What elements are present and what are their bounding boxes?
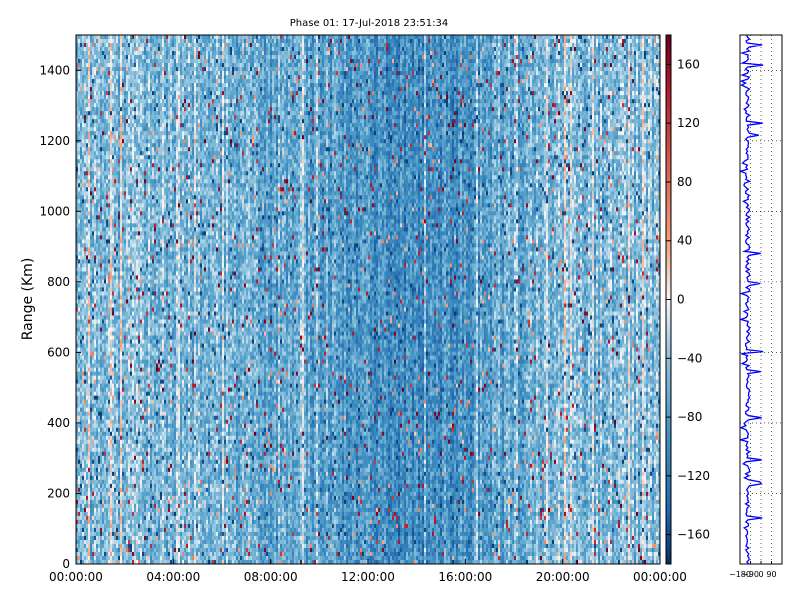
colorbar-tick-label: −120 <box>677 469 710 483</box>
x-tick-label: 04:00:00 <box>146 570 200 584</box>
y-tick-label: 400 <box>47 416 70 430</box>
colorbar-tick-label: 0 <box>677 293 685 307</box>
x-tick-label: 20:00:00 <box>536 570 590 584</box>
colorbar-tick-label: 120 <box>677 116 700 130</box>
heatmap-cells <box>76 35 660 564</box>
profile-grid <box>740 35 782 565</box>
profile-x-axis: −180−90 0 90 <box>729 561 777 579</box>
y-tick-label: 800 <box>47 275 70 289</box>
heatmap-x-axis: 00:00:00 04:00:00 08:00:00 12:00:00 16:00:00… <box>49 559 687 584</box>
colorbar-tick-label: 160 <box>677 57 700 71</box>
profile-x-tick-label: 90 <box>766 570 776 579</box>
colorbar-ticks: 160 120 80 40 0 −40 −80 −120 −160 <box>666 57 710 542</box>
y-tick-label: 200 <box>47 486 70 500</box>
colorbar-tick-label: −160 <box>677 528 710 542</box>
profile-x-tick-label: −180 <box>729 570 751 579</box>
y-tick-label: 0 <box>62 557 70 571</box>
y-tick-label: 1400 <box>39 63 70 77</box>
heatmap-y-axis: 0 200 400 600 800 1000 1200 1400 <box>39 63 81 571</box>
y-axis-label: Range (Km) <box>20 258 36 341</box>
x-tick-label: 00:00:00 <box>633 570 687 584</box>
profile-line <box>740 35 764 564</box>
colorbar-tick-label: −40 <box>677 351 702 365</box>
colorbar-tick-label: 40 <box>677 234 692 248</box>
y-tick-label: 1200 <box>39 134 70 148</box>
y-tick-label: 1000 <box>39 204 70 218</box>
x-tick-label: 12:00:00 <box>341 570 395 584</box>
x-tick-label: 00:00:00 <box>49 570 103 584</box>
profile-x-tick-label: −90 <box>742 570 759 579</box>
x-tick-label: 08:00:00 <box>244 570 298 584</box>
colorbar-tick-label: −80 <box>677 410 702 424</box>
profile-x-tick-label: 0 <box>758 570 763 579</box>
y-tick-label: 600 <box>47 345 70 359</box>
chart-title: Phase 01: 17-Jul-2018 23:51:34 <box>290 18 448 29</box>
colorbar-tick-label: 80 <box>677 175 692 189</box>
x-tick-label: 16:00:00 <box>438 570 492 584</box>
